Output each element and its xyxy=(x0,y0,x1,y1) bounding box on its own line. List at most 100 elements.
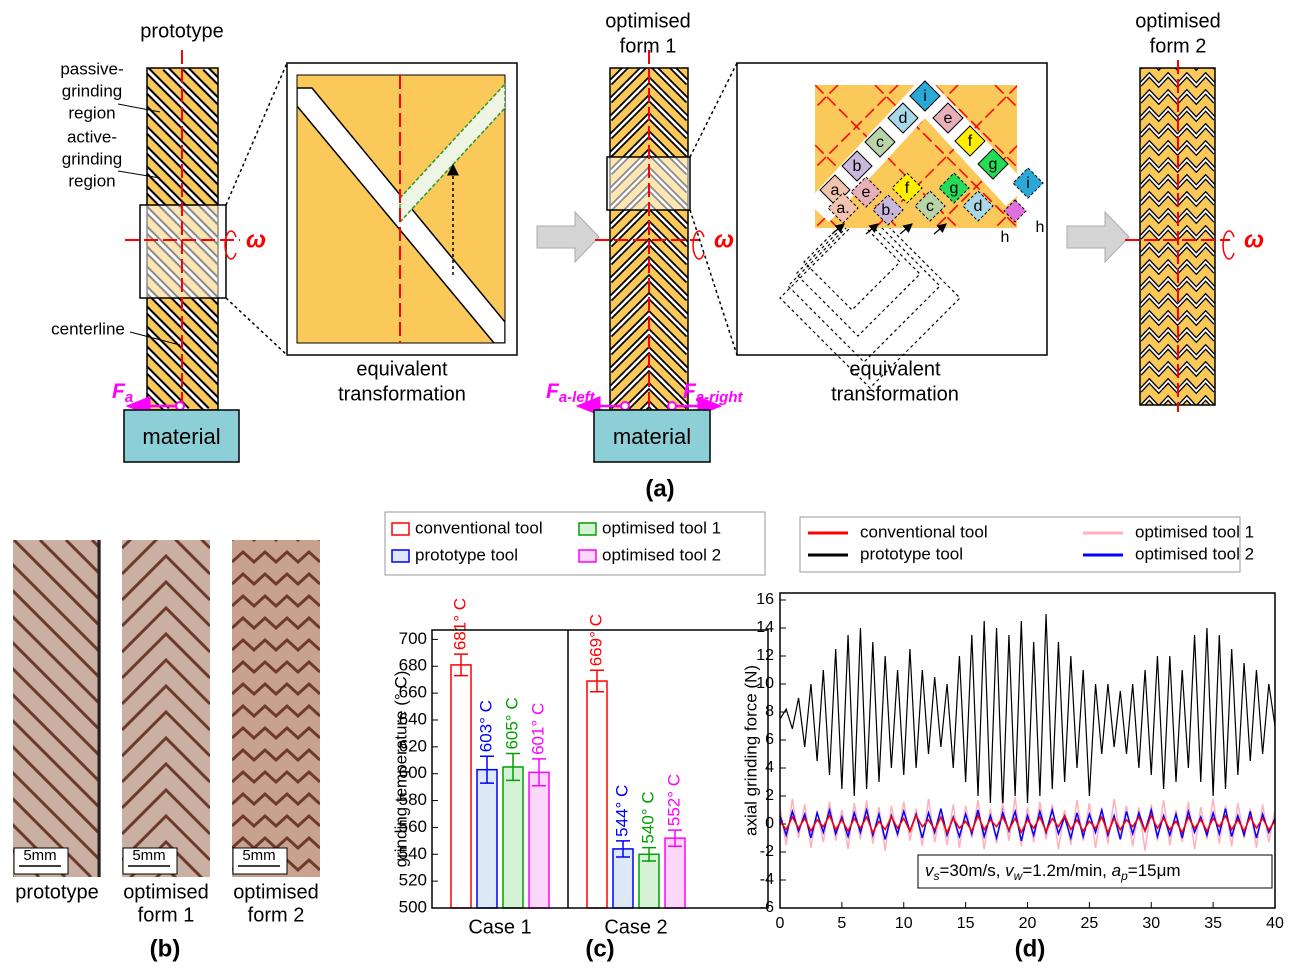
y-tick-label: -2 xyxy=(760,843,774,860)
bar xyxy=(665,838,685,908)
figure: prototype ω passive-grinding region active-g… xyxy=(0,0,1298,971)
cell-label: f xyxy=(968,133,973,150)
flow-arrow xyxy=(537,212,599,262)
region-label: grinding xyxy=(62,81,123,100)
y-tick-label: 520 xyxy=(399,871,427,890)
bar xyxy=(503,767,523,908)
force-label: Fa xyxy=(112,380,133,406)
legend-label: optimised tool 1 xyxy=(1135,522,1254,541)
y-tick-label: 500 xyxy=(399,897,427,916)
y-tick-label: 4 xyxy=(765,759,774,776)
y-tick-label: 2 xyxy=(765,787,774,804)
series-line xyxy=(780,614,1275,810)
photo-caption: optimised xyxy=(123,881,209,903)
centerline-label: centerline xyxy=(51,319,125,338)
bar xyxy=(477,770,497,908)
region-label: region xyxy=(68,171,115,190)
legend-swatch xyxy=(392,550,409,562)
panel-title: optimised xyxy=(605,10,691,32)
y-tick-label: 16 xyxy=(756,591,774,608)
region-label: active- xyxy=(67,127,117,146)
stripe-edge xyxy=(232,530,320,540)
photo-caption: form 1 xyxy=(138,904,195,926)
legend-label: conventional tool xyxy=(860,522,988,541)
value-label: 552° C xyxy=(664,774,683,826)
scale-bar-label: 5mm xyxy=(132,847,165,864)
stripe-edge xyxy=(274,540,611,877)
legend-label: prototype tool xyxy=(415,545,518,564)
force-label: Fa-right xyxy=(683,380,743,406)
value-label: 544° C xyxy=(612,785,631,837)
cell-label: d xyxy=(899,110,908,127)
y-tick-label: 700 xyxy=(399,629,427,648)
legend-swatch xyxy=(392,523,409,535)
legend-swatch xyxy=(579,523,596,535)
cell-label: a xyxy=(831,182,840,199)
series-line xyxy=(780,797,1275,850)
material-label: material xyxy=(613,424,691,449)
panel-title: form 2 xyxy=(1150,35,1207,57)
region-label: passive- xyxy=(60,59,123,78)
cell-label: b. xyxy=(881,202,894,219)
material-label: material xyxy=(142,424,220,449)
caption: equivalent xyxy=(356,358,448,380)
value-label: 603° C xyxy=(476,700,495,752)
bar xyxy=(639,854,659,908)
flow-arrow xyxy=(1067,212,1129,262)
cell-label: h xyxy=(1001,229,1010,246)
force-label: Fa-left xyxy=(546,380,596,406)
cell-label: b xyxy=(853,158,862,175)
stripe-edge xyxy=(0,540,13,877)
photo-caption: prototype xyxy=(15,881,98,903)
panel-label: (a) xyxy=(645,475,674,502)
cell-label: d xyxy=(974,198,983,215)
dotted-leader xyxy=(226,63,287,205)
region-label: grinding xyxy=(62,149,123,168)
panel-title: optimised xyxy=(1135,10,1221,32)
cell-label: g xyxy=(950,180,959,197)
x-tick-label: 5 xyxy=(837,915,846,932)
caption: equivalent xyxy=(849,358,941,380)
x-tick-label: 35 xyxy=(1204,915,1222,932)
bar xyxy=(613,849,633,908)
y-tick-label: 8 xyxy=(765,703,774,720)
value: =1.2m/min, xyxy=(1022,861,1111,880)
dotted-leader xyxy=(226,298,287,355)
rotation-symbol: ω xyxy=(714,226,734,253)
stripe-edge xyxy=(122,478,210,522)
contact-point xyxy=(621,402,629,410)
value-label: 681° C xyxy=(450,598,469,650)
y-axis-label: axial grinding force (N) xyxy=(741,665,760,836)
value: =30m/s, xyxy=(940,861,1006,880)
y-tick-label: 0 xyxy=(765,815,774,832)
rotation-arrow xyxy=(1223,231,1234,259)
cell-label: g xyxy=(989,156,998,173)
rotation-symbol: ω xyxy=(1244,226,1264,253)
cell-label: e xyxy=(862,184,871,201)
panel-label: (d) xyxy=(1015,935,1046,962)
y-tick-label: 12 xyxy=(756,647,774,664)
bar xyxy=(529,772,549,908)
cell-label: c xyxy=(926,198,934,215)
photo xyxy=(122,540,210,877)
value-label: 605° C xyxy=(502,697,521,749)
y-tick-label: 14 xyxy=(756,619,774,636)
panel-title: prototype xyxy=(140,20,223,42)
photo-caption: form 2 xyxy=(248,904,305,926)
legend-label: conventional tool xyxy=(415,518,543,537)
x-tick-label: 25 xyxy=(1080,915,1098,932)
dotted-leader xyxy=(690,63,737,157)
legend-label: optimised tool 1 xyxy=(602,518,721,537)
legend-label: prototype tool xyxy=(860,544,963,563)
caption: transformation xyxy=(831,383,959,405)
contact-point xyxy=(668,402,676,410)
value-label: 601° C xyxy=(528,703,547,755)
y-axis-label: grinding temperature (° C) xyxy=(391,671,410,868)
y-tick-label: -6 xyxy=(760,899,774,916)
legend-label: optimised tool 2 xyxy=(1135,544,1254,563)
symbol: a xyxy=(1112,861,1121,880)
value-label: 540° C xyxy=(638,791,657,843)
cell-label: i xyxy=(1026,175,1030,192)
x-tick-label: 10 xyxy=(895,915,913,932)
photo-caption: optimised xyxy=(233,881,319,903)
